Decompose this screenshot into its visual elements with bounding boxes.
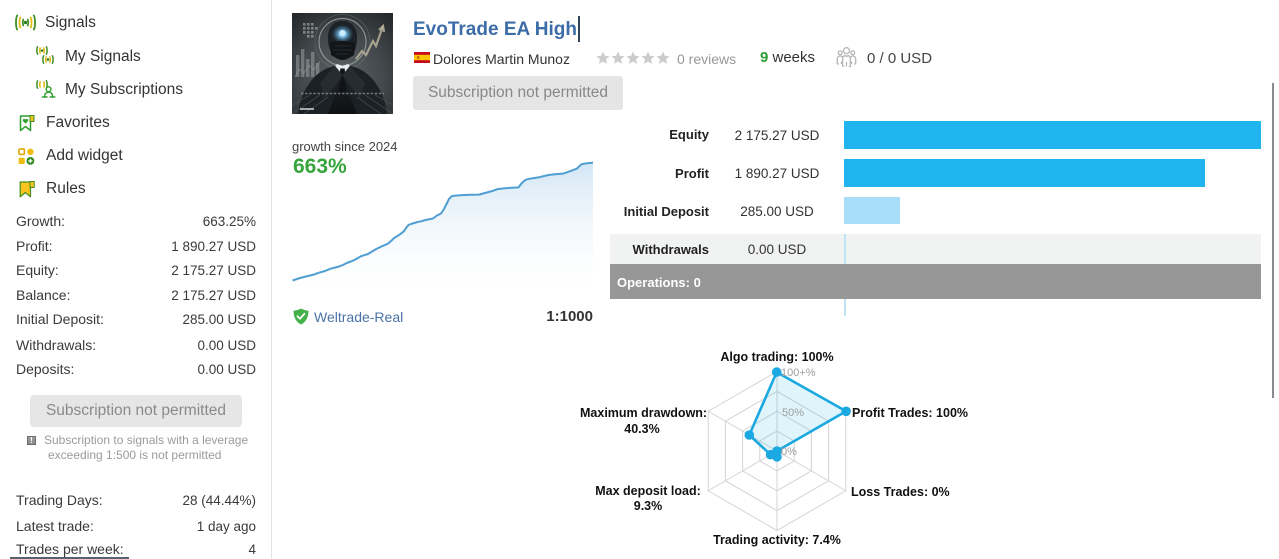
svg-text:100+%: 100+%	[781, 367, 816, 379]
svg-text:50%: 50%	[782, 407, 804, 419]
svg-text:0%: 0%	[781, 446, 797, 458]
